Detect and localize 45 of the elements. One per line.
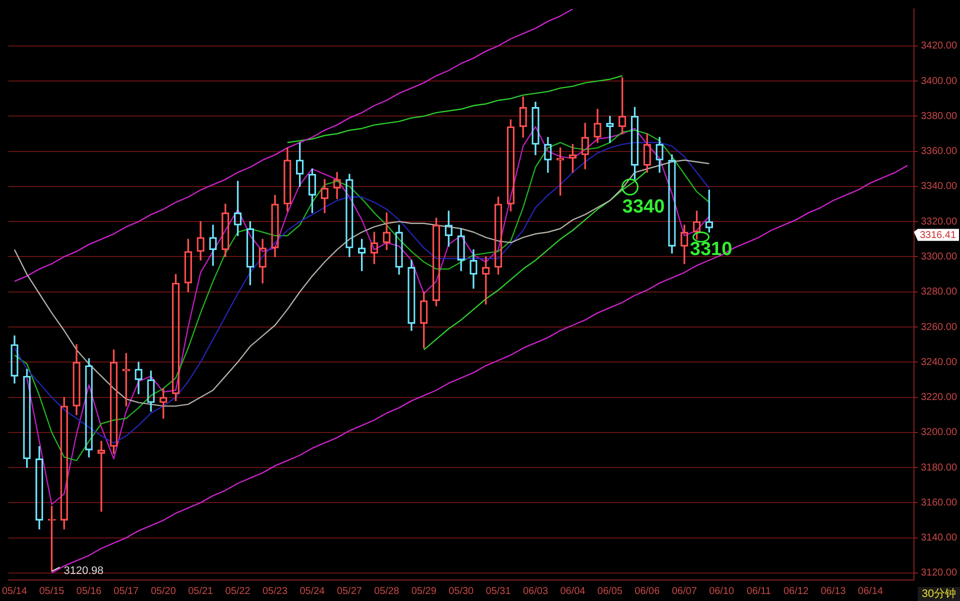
x-tick-label: 05/20 bbox=[150, 586, 176, 597]
y-tick-label: 3240.00 bbox=[920, 356, 958, 368]
x-tick-label: 06/11 bbox=[746, 586, 772, 597]
y-tick-label: 3360.00 bbox=[920, 146, 958, 158]
y-tick-label: 3140.00 bbox=[920, 532, 958, 544]
y-tick-label: 3340.00 bbox=[920, 181, 958, 192]
x-tick-label: 05/22 bbox=[225, 586, 251, 597]
x-tick-label: 05/15 bbox=[39, 586, 65, 597]
annotation: 3310 bbox=[690, 239, 732, 260]
x-tick-label: 05/28 bbox=[374, 586, 400, 597]
y-tick-label: 3280.00 bbox=[920, 286, 958, 298]
y-tick-label: 3160.00 bbox=[920, 497, 958, 508]
x-tick-label: 06/12 bbox=[783, 586, 809, 597]
x-tick-label: 05/21 bbox=[188, 586, 214, 597]
x-tick-label: 05/24 bbox=[300, 586, 326, 597]
x-tick-label: 06/05 bbox=[597, 586, 623, 597]
y-tick-label: 3400.00 bbox=[920, 76, 958, 87]
x-tick-label: 06/07 bbox=[672, 586, 698, 597]
x-tick-label: 06/04 bbox=[560, 586, 586, 597]
x-tick-label: 05/23 bbox=[262, 586, 288, 597]
y-tick-label: 3300.00 bbox=[920, 251, 958, 262]
annotation: 3120.98 bbox=[64, 564, 104, 577]
y-tick-label: 3420.00 bbox=[920, 40, 958, 52]
x-tick-label: 06/10 bbox=[709, 586, 735, 597]
y-tick-label: 3380.00 bbox=[920, 110, 958, 122]
y-tick-label: 3320.00 bbox=[920, 216, 958, 228]
x-tick-label: 06/06 bbox=[634, 586, 660, 597]
y-tick-label: 3220.00 bbox=[920, 392, 958, 404]
x-tick-label: 05/17 bbox=[114, 586, 140, 597]
x-tick-label: 05/31 bbox=[486, 586, 512, 597]
x-tick-label: 05/14 bbox=[2, 586, 28, 597]
text: 3316.41 bbox=[920, 230, 956, 242]
x-tick-label: 05/27 bbox=[336, 586, 362, 597]
x-tick-label: 05/29 bbox=[411, 586, 437, 597]
annotation: 3340 bbox=[622, 196, 665, 218]
x-tick-label: 05/30 bbox=[448, 586, 474, 597]
x-tick-label: 06/03 bbox=[522, 586, 548, 597]
text: 30分钟 bbox=[922, 588, 956, 600]
y-tick-label: 3180.00 bbox=[920, 462, 958, 474]
x-tick-label: 05/16 bbox=[76, 586, 102, 597]
y-tick-label: 3200.00 bbox=[920, 427, 958, 438]
y-tick-label: 3120.00 bbox=[920, 568, 958, 579]
y-tick-label: 3260.00 bbox=[920, 322, 958, 333]
x-tick-label: 06/14 bbox=[858, 586, 884, 597]
x-tick-label: 06/13 bbox=[820, 586, 846, 597]
